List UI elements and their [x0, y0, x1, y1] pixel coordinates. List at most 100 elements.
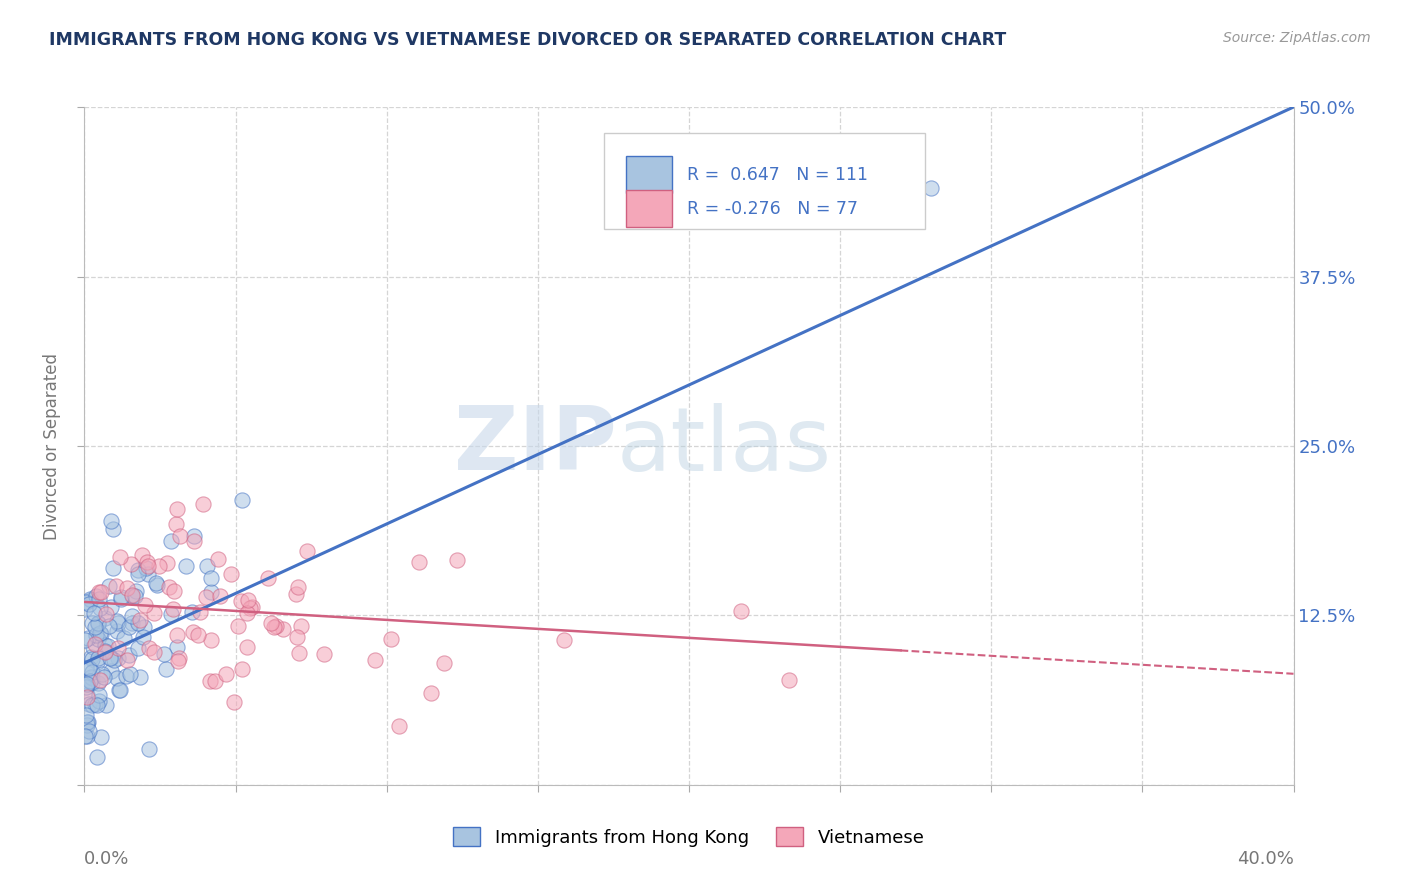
Point: [83, 607, 105, 621]
Point: [79, 674, 101, 689]
Point: [121, 608, 143, 623]
Point: [101, 522, 124, 536]
Point: [93, 644, 115, 658]
Point: [129, 670, 152, 684]
Point: [86, 616, 108, 631]
Point: [90, 731, 112, 745]
Point: [219, 566, 242, 581]
Point: [380, 632, 402, 646]
Point: [388, 719, 411, 733]
Point: [152, 647, 174, 661]
Point: [89, 601, 111, 615]
Point: [87, 688, 110, 702]
Point: [167, 650, 190, 665]
Point: [124, 589, 146, 603]
Point: [195, 558, 218, 573]
Point: [208, 589, 231, 603]
Point: [433, 656, 456, 670]
Point: [76, 690, 98, 704]
Point: [260, 616, 283, 631]
Point: [96, 698, 118, 712]
Point: [100, 665, 122, 679]
Point: [75, 601, 97, 615]
Point: [82, 640, 104, 654]
Point: [174, 558, 197, 573]
Bar: [626, 190, 672, 227]
Point: [287, 580, 309, 594]
Point: [200, 571, 222, 585]
Point: [84, 697, 107, 711]
Point: [231, 493, 253, 508]
Point: [136, 558, 159, 573]
Point: [89, 673, 111, 688]
Point: [73, 633, 96, 648]
Point: [90, 626, 112, 640]
Point: [160, 534, 183, 549]
Point: [200, 585, 222, 599]
Point: [148, 558, 170, 573]
Point: [84, 628, 107, 642]
Point: [94, 607, 117, 621]
Point: [76, 676, 98, 690]
Y-axis label: Divorced or Separated: Divorced or Separated: [44, 352, 62, 540]
Point: [132, 630, 155, 644]
Point: [236, 606, 259, 620]
Point: [75, 595, 97, 609]
Point: [121, 589, 143, 603]
Point: [238, 592, 260, 607]
Point: [87, 694, 110, 708]
Point: [100, 599, 122, 614]
Point: [80, 615, 103, 630]
Point: [134, 598, 156, 612]
Point: [87, 651, 110, 665]
Point: [79, 592, 101, 607]
Point: [287, 646, 309, 660]
Point: [108, 682, 131, 697]
Point: [364, 653, 387, 667]
Point: [129, 613, 152, 627]
Point: [115, 669, 138, 683]
Point: [87, 676, 110, 690]
Point: [75, 661, 97, 675]
Point: [121, 589, 143, 603]
Text: ZIP: ZIP: [454, 402, 616, 490]
Point: [146, 578, 169, 592]
Point: [94, 645, 117, 659]
Text: 0.0%: 0.0%: [84, 850, 129, 868]
Point: [214, 666, 236, 681]
Point: [239, 600, 262, 615]
Point: [163, 584, 186, 599]
Point: [446, 552, 468, 566]
Bar: [626, 156, 672, 194]
Point: [112, 631, 135, 645]
Point: [730, 604, 752, 618]
Point: [86, 698, 108, 712]
Point: [183, 529, 205, 543]
Point: [107, 624, 129, 638]
Point: [98, 579, 121, 593]
Point: [127, 615, 149, 630]
Point: [83, 620, 105, 634]
Point: [77, 698, 100, 712]
Point: [165, 516, 187, 531]
Point: [82, 665, 104, 679]
Point: [107, 682, 129, 697]
Point: [98, 619, 121, 633]
Point: [80, 671, 103, 685]
Text: Source: ZipAtlas.com: Source: ZipAtlas.com: [1223, 31, 1371, 45]
Point: [80, 670, 103, 684]
Point: [408, 555, 430, 569]
Point: [145, 576, 167, 591]
Point: [224, 695, 246, 709]
Text: atlas: atlas: [616, 402, 831, 490]
Point: [127, 566, 149, 581]
Point: [98, 650, 121, 665]
Point: [82, 652, 104, 666]
Point: [135, 561, 157, 575]
FancyBboxPatch shape: [605, 133, 925, 229]
Point: [86, 655, 108, 669]
Point: [134, 620, 156, 634]
Point: [419, 686, 441, 700]
Point: [231, 593, 253, 607]
Point: [110, 550, 132, 565]
